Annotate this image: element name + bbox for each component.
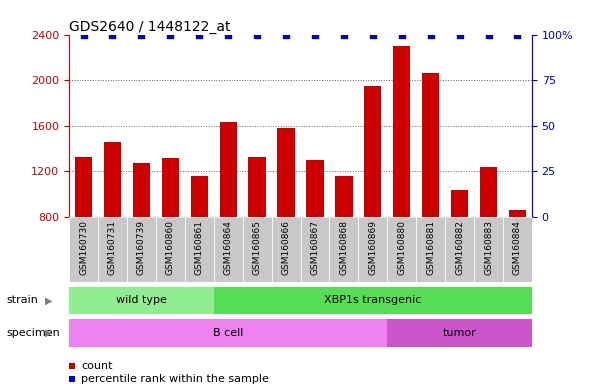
Text: GSM160882: GSM160882 bbox=[455, 220, 464, 275]
Point bbox=[455, 31, 465, 38]
Bar bbox=[162, 158, 179, 217]
Text: GSM160866: GSM160866 bbox=[281, 220, 290, 275]
Text: GSM160739: GSM160739 bbox=[137, 220, 146, 275]
Point bbox=[426, 31, 436, 38]
Bar bbox=[335, 177, 353, 217]
Bar bbox=[98, 217, 127, 282]
Text: GSM160864: GSM160864 bbox=[224, 220, 233, 275]
Point bbox=[484, 31, 493, 38]
Bar bbox=[474, 217, 503, 282]
Bar bbox=[127, 217, 156, 282]
Text: strain: strain bbox=[6, 295, 38, 306]
Text: GSM160868: GSM160868 bbox=[340, 220, 349, 275]
Point bbox=[108, 31, 117, 38]
Text: tumor: tumor bbox=[443, 328, 477, 338]
Bar bbox=[307, 160, 324, 217]
Bar bbox=[133, 163, 150, 217]
Bar bbox=[75, 157, 93, 217]
Bar bbox=[191, 177, 208, 217]
Point bbox=[368, 31, 377, 38]
Point bbox=[79, 31, 88, 38]
Text: GSM160867: GSM160867 bbox=[311, 220, 320, 275]
Bar bbox=[219, 122, 237, 217]
Bar bbox=[156, 217, 185, 282]
Point bbox=[224, 31, 233, 38]
Bar bbox=[387, 319, 532, 347]
Bar bbox=[243, 217, 272, 282]
Point bbox=[397, 31, 406, 38]
Text: ▶: ▶ bbox=[45, 295, 52, 306]
Text: GSM160865: GSM160865 bbox=[252, 220, 261, 275]
Bar bbox=[508, 210, 526, 217]
Bar bbox=[277, 128, 294, 217]
Text: specimen: specimen bbox=[6, 328, 59, 338]
Bar bbox=[329, 217, 358, 282]
Bar bbox=[416, 217, 445, 282]
Bar bbox=[422, 73, 439, 217]
Bar bbox=[69, 286, 214, 314]
Bar bbox=[214, 286, 532, 314]
Text: XBP1s transgenic: XBP1s transgenic bbox=[324, 295, 421, 306]
Text: GSM160860: GSM160860 bbox=[166, 220, 175, 275]
Bar bbox=[69, 319, 387, 347]
Point bbox=[339, 31, 349, 38]
Bar bbox=[364, 86, 382, 217]
Bar bbox=[104, 142, 121, 217]
Text: GSM160869: GSM160869 bbox=[368, 220, 377, 275]
Text: percentile rank within the sample: percentile rank within the sample bbox=[81, 374, 269, 384]
Point bbox=[165, 31, 175, 38]
Bar bbox=[185, 217, 214, 282]
Bar bbox=[248, 157, 266, 217]
Bar bbox=[387, 217, 416, 282]
Bar bbox=[214, 217, 243, 282]
Text: wild type: wild type bbox=[116, 295, 167, 306]
Point bbox=[252, 31, 262, 38]
Text: GSM160881: GSM160881 bbox=[426, 220, 435, 275]
Bar bbox=[300, 217, 329, 282]
Bar bbox=[393, 46, 410, 217]
Text: GSM160880: GSM160880 bbox=[397, 220, 406, 275]
Text: GSM160883: GSM160883 bbox=[484, 220, 493, 275]
Bar bbox=[503, 217, 532, 282]
Bar bbox=[480, 167, 497, 217]
Text: GSM160730: GSM160730 bbox=[79, 220, 88, 275]
Point bbox=[136, 31, 146, 38]
Point bbox=[195, 31, 204, 38]
Bar bbox=[445, 217, 474, 282]
Text: GDS2640 / 1448122_at: GDS2640 / 1448122_at bbox=[69, 20, 231, 33]
Text: ▶: ▶ bbox=[45, 328, 52, 338]
Bar bbox=[358, 217, 387, 282]
Text: GSM160731: GSM160731 bbox=[108, 220, 117, 275]
Point bbox=[310, 31, 320, 38]
Bar bbox=[272, 217, 300, 282]
Bar bbox=[69, 217, 98, 282]
Point bbox=[281, 31, 291, 38]
Text: GSM160884: GSM160884 bbox=[513, 220, 522, 275]
Bar bbox=[451, 190, 468, 217]
Point bbox=[513, 31, 522, 38]
Text: GSM160861: GSM160861 bbox=[195, 220, 204, 275]
Text: count: count bbox=[81, 361, 112, 371]
Text: B cell: B cell bbox=[213, 328, 243, 338]
